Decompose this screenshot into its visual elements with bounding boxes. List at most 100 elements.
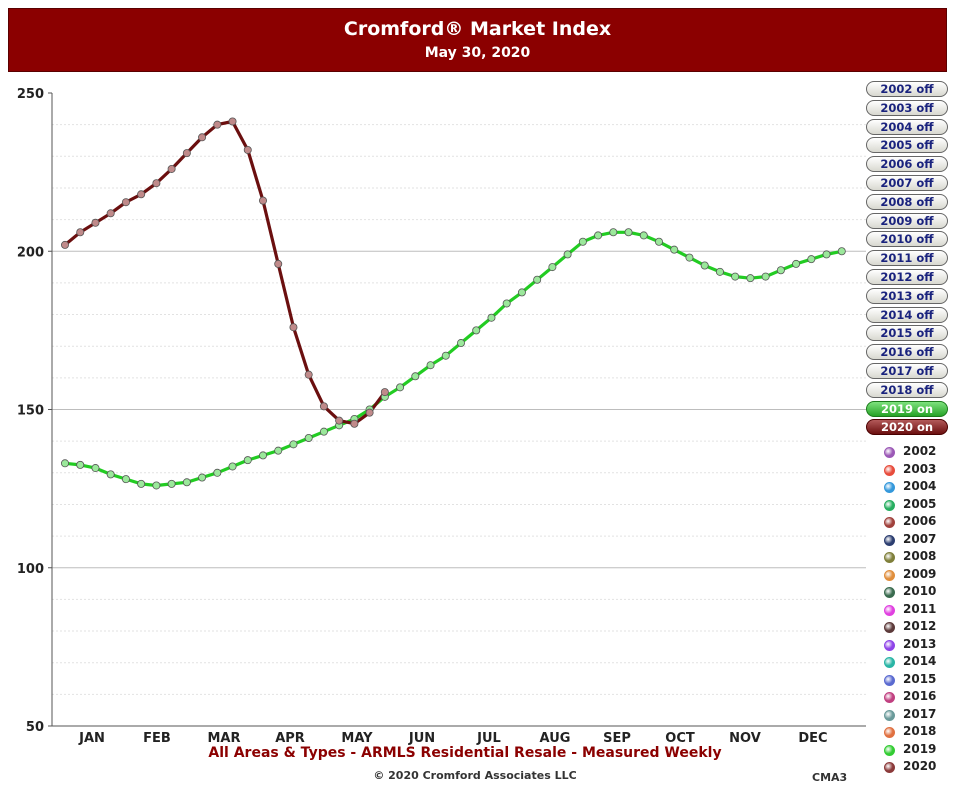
data-point-2019 <box>274 446 283 455</box>
legend-key-dot <box>884 534 895 546</box>
data-point-2019 <box>609 228 618 237</box>
data-point-2019 <box>106 470 115 479</box>
data-point-2020 <box>258 196 267 205</box>
legend-key-label: 2013 <box>903 636 937 651</box>
legend-toggle-button[interactable]: 2019 on <box>866 400 948 417</box>
legend-key-dot <box>884 744 895 756</box>
legend-key-label: 2016 <box>903 689 937 703</box>
data-point-2020 <box>335 416 344 425</box>
legend-key-dot <box>884 464 895 476</box>
legend-toggle-button[interactable]: 2004 off <box>866 118 948 135</box>
y-axis-labels: 50 100 150 200 250 <box>17 87 44 735</box>
x-tick-label: MAR <box>207 731 240 746</box>
data-point-2020 <box>380 388 389 397</box>
legend-key-dot <box>884 674 895 686</box>
legend-key-label: 2007 <box>903 531 937 546</box>
y-tick-label: 100 <box>17 562 44 577</box>
legend-key-dot <box>884 499 895 511</box>
chart-title: Cromford® Market Index <box>343 18 612 40</box>
data-point-2019 <box>319 427 328 436</box>
x-tick-label: JUL <box>476 731 501 746</box>
data-point-2019 <box>487 313 496 322</box>
data-point-2020 <box>243 145 252 154</box>
legend-toggle-button[interactable]: 2020 on <box>866 419 948 436</box>
legend-key-dot <box>884 622 895 633</box>
data-point-2020 <box>213 120 222 129</box>
legend-key-dot <box>884 604 895 616</box>
legend-key-dot <box>884 657 895 668</box>
data-point-2019 <box>533 275 542 284</box>
data-point-2019 <box>548 263 557 272</box>
chart-date: May 30, 2020 <box>424 45 531 61</box>
legend-toggle-button[interactable]: 2015 off <box>866 325 948 342</box>
x-tick-label: DEC <box>798 731 827 746</box>
data-point-2019 <box>76 460 85 469</box>
data-point-2020 <box>167 164 176 173</box>
data-point-2020 <box>319 402 328 411</box>
legend-toggle-button[interactable]: 2010 off <box>866 231 948 248</box>
legend-toggle-button[interactable]: 2006 off <box>866 156 948 173</box>
data-point-2020 <box>365 408 374 417</box>
data-point-2019 <box>441 351 450 360</box>
data-point-2019 <box>578 237 587 246</box>
x-tick-label: OCT <box>665 731 695 746</box>
legend-key-dot <box>884 517 895 528</box>
y-tick-label: 250 <box>17 87 44 102</box>
chart-axes <box>48 92 866 727</box>
data-point-2020 <box>289 323 298 332</box>
legend-key-label: 2006 <box>903 514 937 528</box>
data-point-2019 <box>243 456 252 465</box>
x-axis-labels: JAN FEB MAR APR MAY JUN JUL AUG SEP OCT NOV DEC <box>78 731 828 746</box>
legend-toggle-button[interactable]: 2003 off <box>866 99 948 116</box>
data-point-2019 <box>61 459 70 468</box>
x-tick-label: APR <box>275 731 305 746</box>
legend-toggle-button[interactable]: 2005 off <box>866 137 948 154</box>
data-point-2019 <box>639 231 648 240</box>
data-point-2020 <box>106 209 115 218</box>
legend-toggle-button[interactable]: 2018 off <box>866 381 948 398</box>
data-point-2020 <box>304 370 313 379</box>
legend-key-dot <box>884 482 895 493</box>
legend-key-dot <box>884 692 895 703</box>
legend-toggle-button[interactable]: 2002 off <box>866 81 948 97</box>
data-point-2019 <box>289 440 298 449</box>
data-point-2019 <box>411 372 420 381</box>
y-tick-label: 150 <box>17 404 44 419</box>
legend-toggle-button[interactable]: 2013 off <box>866 287 948 304</box>
series-line-2020 <box>63 119 387 426</box>
legend-toggle-button[interactable]: 2008 off <box>866 193 948 210</box>
x-tick-label: AUG <box>540 731 571 746</box>
legend-key-label: 2012 <box>903 619 937 633</box>
data-point-2020 <box>76 228 85 237</box>
legend-toggle-button[interactable]: 2014 off <box>866 306 948 323</box>
legend-key-label: 2009 <box>903 566 937 581</box>
legend-toggle-button[interactable]: 2011 off <box>866 250 948 267</box>
legend-toggle-button[interactable]: 2009 off <box>866 212 948 229</box>
legend-key-label: 2010 <box>903 584 937 598</box>
data-point-2019 <box>121 475 130 484</box>
data-point-2020 <box>182 149 191 158</box>
legend-toggle-button[interactable]: 2012 off <box>866 269 948 285</box>
data-point-2019 <box>198 473 207 482</box>
data-point-2019 <box>456 339 465 348</box>
y-tick-label: 200 <box>17 245 44 260</box>
x-tick-label: NOV <box>729 731 761 746</box>
x-tick-label: JUN <box>408 731 435 746</box>
data-point-2019 <box>426 361 435 370</box>
x-tick-label: FEB <box>143 731 171 746</box>
legend-key-dot <box>884 447 895 458</box>
legend-key-label: 2018 <box>903 724 937 738</box>
legend-toggle-button[interactable]: 2007 off <box>866 175 948 191</box>
data-point-2019 <box>304 433 313 442</box>
legend-key-dot <box>884 552 895 563</box>
legend-toggle-button[interactable]: 2016 off <box>866 344 948 361</box>
data-point-2019 <box>137 479 146 488</box>
data-point-2019 <box>182 478 191 487</box>
legend-key-dot <box>884 727 895 738</box>
copyright-notice: © 2020 Cromford Associates LLC <box>373 769 577 782</box>
data-point-2019 <box>700 261 709 270</box>
legend-key-label: 2008 <box>903 549 937 563</box>
legend-toggle-button[interactable]: 2017 off <box>866 363 948 379</box>
series-points <box>61 117 846 490</box>
data-point-2019 <box>746 274 755 283</box>
